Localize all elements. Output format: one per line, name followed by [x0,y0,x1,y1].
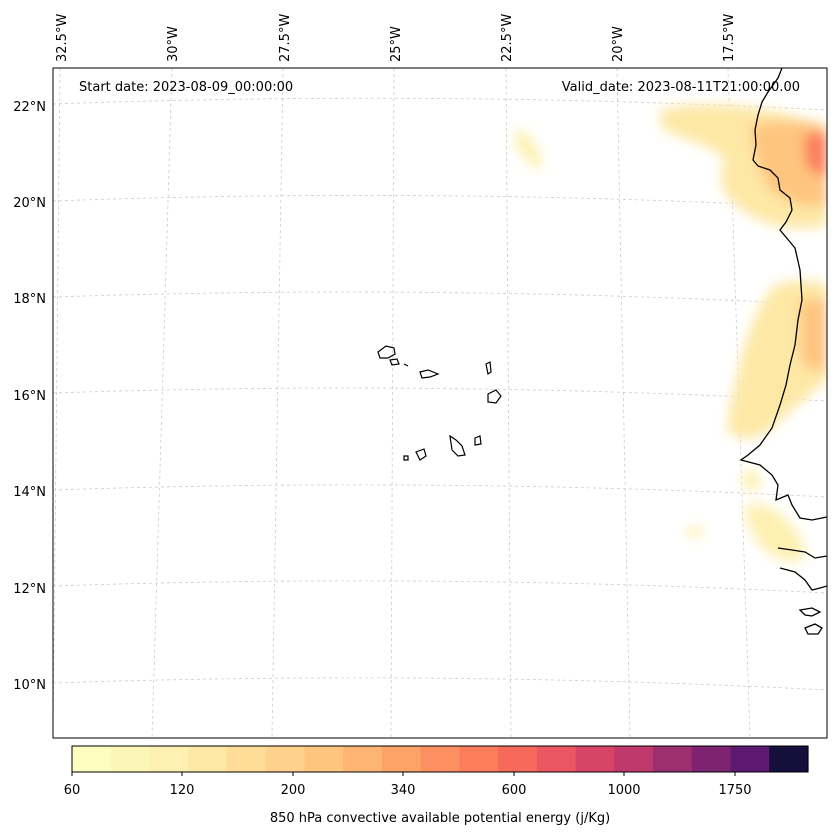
colorbar-swatch [536,746,577,772]
latitude-label: 14°N [13,485,46,500]
colorbar-swatch [653,746,693,772]
cape-area-north-core [805,131,827,176]
longitude-label: 30°W [166,26,181,62]
colorbar-swatch [381,746,422,772]
meridian-gridlines [53,68,751,738]
coastline [739,68,827,635]
colorbar-tick-label: 600 [502,783,527,798]
meridian-22-5w [505,68,512,738]
colorbar-swatch [72,746,112,772]
coastline-gambia [777,547,827,559]
cape-area-central-inner [800,299,827,372]
latitude-label: 10°N [13,678,46,693]
colorbar: 60 120 200 340 600 1000 1750 850 hPa con… [64,745,809,826]
colorbar-swatch [149,746,189,772]
island-santo-antao [377,345,396,359]
longitude-labels: 32.5°W 30°W 27.5°W 25°W 22.5°W 20°W 17.5… [55,14,737,62]
parallel-14n [53,484,827,498]
island-fogo [415,448,427,461]
parallel-16n [53,387,827,402]
latitude-label: 12°N [13,582,46,597]
meridian-27-5w [271,68,284,738]
island-maio [474,435,482,446]
island-santa-luzia [403,363,409,367]
colorbar-swatch [614,746,654,772]
island-sao-nicolau [419,369,440,379]
map-frame [52,67,828,739]
cape-area-offshore [514,130,542,169]
valid-date-label: Valid_date: 2023-08-11T21:00:00.00 [562,80,800,95]
start-date-label: Start date: 2023-08-09_00:00:00 [79,80,293,95]
colorbar-ticks [71,772,736,776]
latitude-label: 16°N [13,389,46,404]
colorbar-swatch [110,746,151,772]
longitude-label: 27.5°W [278,14,293,62]
cape-verde-islands [377,345,502,461]
longitude-label: 25°W [389,26,404,62]
island-boa-vista [487,389,502,404]
map-background [53,68,827,738]
island-sao-vicente [389,358,400,366]
meridian-30w [151,68,173,738]
colorbar-tick-label: 60 [64,783,81,798]
colorbar-swatch [459,746,499,772]
longitude-label: 17.5°W [722,14,737,62]
coastline-guinea-bissau [779,567,827,591]
parallel-18n [53,291,827,306]
colorbar-tick-label: 1750 [718,783,751,798]
colorbar-swatch [691,746,732,772]
meridian-25w [390,68,395,738]
colorbar-swatch [304,746,344,772]
island-santiago [449,434,466,457]
colorbar-swatch [730,746,770,772]
meridian-20w [616,68,631,738]
parallel-20n [53,195,827,209]
longitude-label: 22.5°W [500,14,515,62]
cape-area-south-1 [742,469,761,491]
colorbar-swatch [769,746,809,772]
african-coastline [739,68,827,521]
colorbar-tick-label: 1000 [607,783,640,798]
colorbar-tick-label: 200 [281,783,306,798]
meridian-32-5w [53,68,61,738]
parallel-22n [53,97,827,111]
parallel-12n [53,580,827,594]
colorbar-swatch [575,746,615,772]
meridian-17-5w [727,68,751,738]
island-sal [485,361,492,375]
colorbar-tick-label: 340 [391,783,416,798]
colorbar-swatch [420,746,460,772]
colorbar-swatch [343,746,383,772]
cape-area-south-2 [745,504,805,562]
latitude-label: 22°N [13,100,46,115]
colorbar-swatch [226,746,267,772]
island-brava [403,455,409,461]
colorbar-tick-label: 120 [170,783,195,798]
latitude-label: 18°N [13,292,46,307]
cape-field [514,104,827,562]
colorbar-title: 850 hPa convective available potential e… [270,811,610,826]
cape-area-south-3 [685,526,705,537]
colorbar-frame [71,745,809,773]
longitude-label: 20°W [611,26,626,62]
longitude-label: 32.5°W [55,14,70,62]
map-content [53,68,827,738]
parallel-gridlines [53,97,827,691]
parallel-10n [53,677,827,691]
coastline-guinea [798,607,822,617]
latitude-labels: 22°N 20°N 18°N 16°N 14°N 12°N 10°N [13,100,46,693]
colorbar-swatch [188,746,228,772]
coastline-islands-south [804,623,823,635]
colorbar-swatch [265,746,306,772]
colorbar-swatch [498,746,538,772]
colorbar-swatches [72,746,809,772]
latitude-label: 20°N [13,196,46,211]
